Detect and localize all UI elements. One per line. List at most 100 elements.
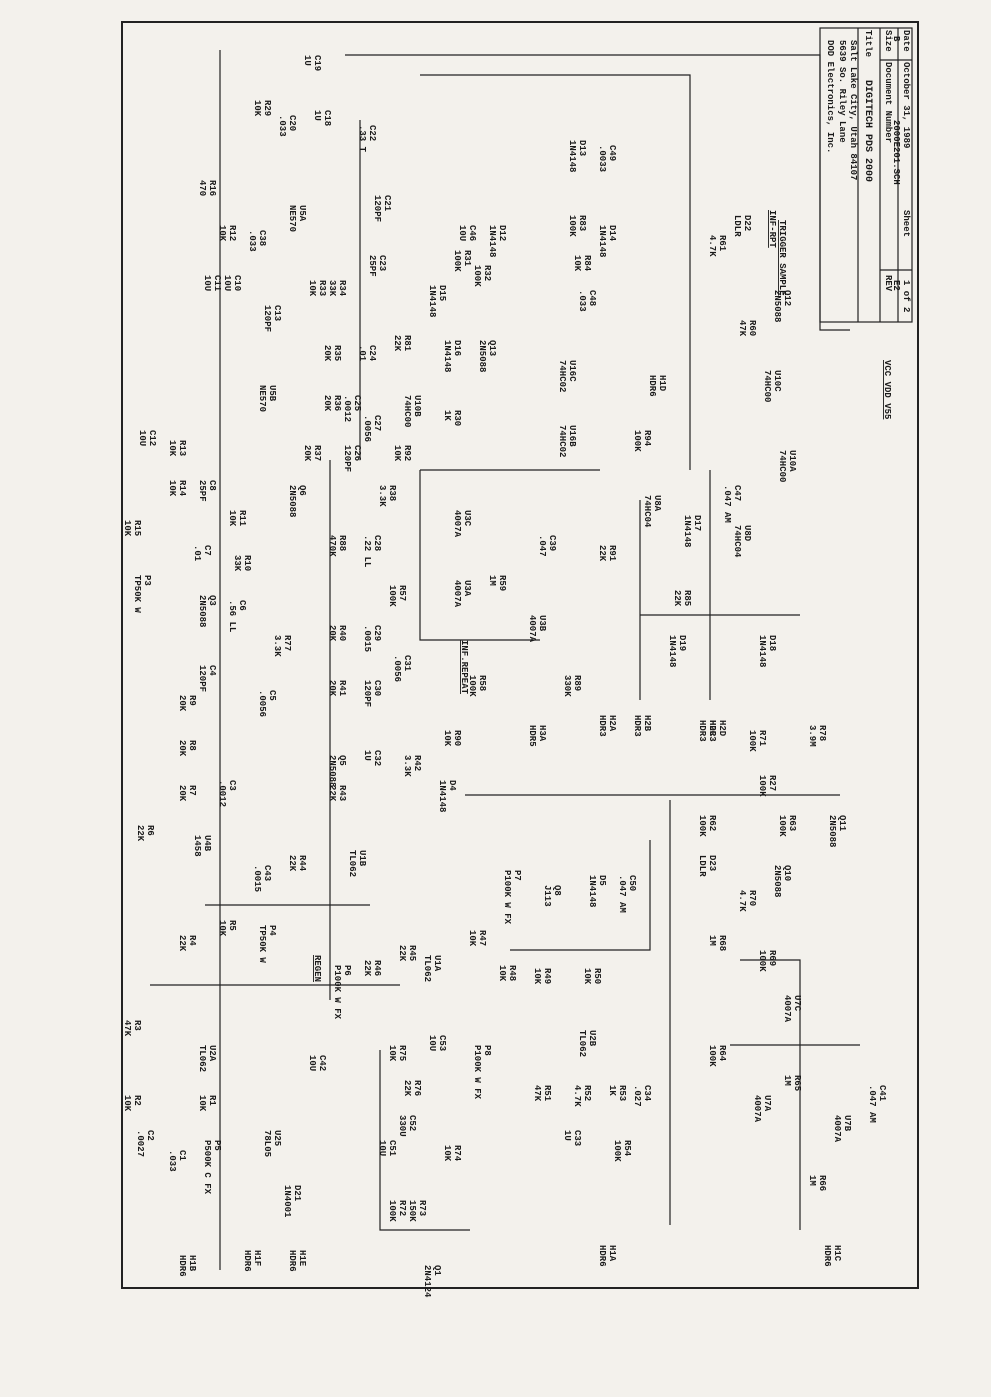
component-value: 100K [387,585,397,607]
component-ref: R45 [407,945,417,961]
component-ref: C46 [467,225,477,241]
component-value: 4007A [832,1115,842,1143]
component-value: 1N4148 [757,635,767,667]
component-ref: R33 [317,280,327,296]
component-value: 1M [487,575,497,586]
component-value: 2N4124 [422,1265,432,1298]
component-value: 4.7K [707,235,717,257]
component-ref: U25 [272,1130,282,1146]
component-ref: R63 [787,815,797,831]
component-ref: R35 [332,345,342,361]
component-value: 330K [562,675,572,697]
component-ref: C19 [312,55,322,71]
title-block-sheet-label: Sheet [901,210,911,237]
component-ref: C2 [145,1130,155,1141]
component-ref: Q3 [207,595,217,606]
component-ref: R59 [497,575,507,591]
title-block-date-label: Date [901,30,911,52]
component-ref: C49 [607,145,617,161]
component-value: 10K [442,730,452,747]
component-ref: R31 [462,250,472,267]
component-value: 1K [442,410,452,421]
component-ref: R13 [177,440,187,456]
component-ref: R9 [187,695,197,706]
component-ref: R85 [682,590,692,606]
component-ref: R48 [507,965,517,981]
connector-type: HDR6 [822,1245,832,1267]
note: VCC VDD V55 [882,360,892,419]
component-value: 100K [747,730,757,752]
component-ref: U16C [567,360,577,382]
component-ref: U7C [792,995,802,1012]
component-ref: R41 [337,680,347,697]
component-value: 1458 [192,835,202,857]
component-ref: R30 [452,410,462,426]
connector-type: HDR6 [242,1250,252,1272]
connector-type: HDR3 [707,720,717,742]
component-ref: Q12 [782,290,792,306]
component-value: 1N4148 [442,340,452,372]
component-value: 10K [532,968,542,985]
component-value: P100K W FX [332,965,342,1020]
component-value: 22K [287,855,297,872]
component-value: 100K [467,675,477,697]
component-ref: D18 [767,635,777,651]
component-value: 470K [327,535,337,557]
note: REGEN [312,955,322,982]
component-value: NE570 [257,385,267,412]
component-value: 33K [327,280,337,297]
component-value: 20K [177,785,187,802]
component-ref: R4 [187,935,197,946]
component-ref: R6 [145,825,155,836]
component-value: 1N4148 [682,515,692,547]
component-value: P100K W FX [502,870,512,925]
component-ref: U10A [787,450,797,472]
component-ref: C50 [627,875,637,891]
component-ref: R61 [717,235,727,252]
component-value: 10K [227,510,237,527]
component-ref: R73 [417,1200,427,1216]
component-value: TP50K W [257,925,267,963]
component-value: 20K [322,395,332,412]
component-value: 100K [387,1200,397,1222]
component-value: 1N4001 [282,1185,292,1218]
component-value: 10K [387,1045,397,1062]
component-ref: C53 [437,1035,447,1051]
component-value: .56 LL [227,600,237,632]
component-ref: D5 [597,875,607,886]
component-ref: C39 [547,535,557,551]
component-ref: R14 [177,480,187,497]
title-block-frame [819,27,913,323]
component-value: 1N4148 [487,225,497,257]
component-ref: R65 [792,1075,802,1091]
component-value: .047 AM [617,875,627,913]
component-value: 100K [707,1045,717,1067]
component-value: 10K [122,1095,132,1112]
component-ref: R66 [817,1175,827,1191]
component-ref: R49 [542,968,552,984]
component-ref: R91 [607,545,617,562]
component-ref: D22 [742,215,752,231]
component-value: 78L05 [262,1130,272,1157]
component-value: 2N5088 [772,290,782,322]
component-ref: C52 [407,1115,417,1131]
component-value: 74HC02 [557,425,567,457]
component-value: 3.9M [807,725,817,747]
component-value: LDLR [697,855,707,877]
component-value: 20K [302,445,312,462]
component-ref: C13 [272,305,282,321]
component-value: 10U [427,1035,437,1051]
component-ref: R70 [747,890,757,906]
title-block-rev-label: REV [883,275,893,292]
component-ref: R43 [337,785,347,801]
component-ref: D16 [452,340,462,356]
component-value: TP50K W [132,575,142,613]
component-value: 470 [197,180,207,196]
component-ref: Q11 [837,815,847,832]
title-block-document-label: Document Number [883,62,893,143]
component-value: 74HC02 [557,360,567,392]
component-ref: C43 [262,865,272,881]
component-ref: R72 [397,1200,407,1216]
component-ref: R64 [717,1045,727,1062]
